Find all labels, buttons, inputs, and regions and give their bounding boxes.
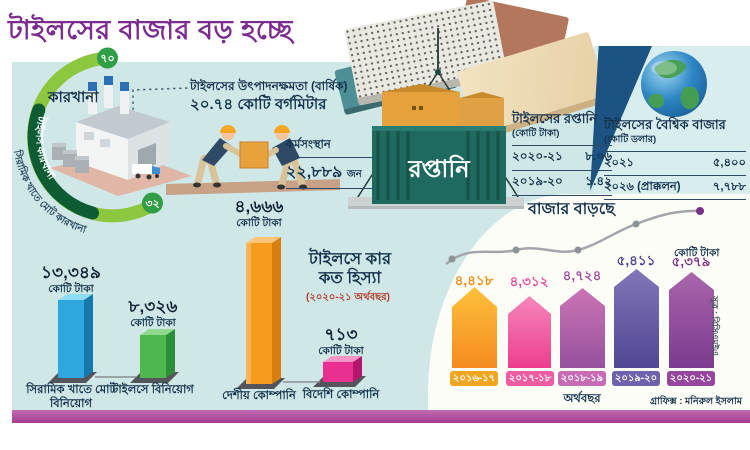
foreign-company-value-block: ৭১৩ কোটি টাকা (318, 325, 364, 357)
share-section-subtitle: (২০২০-২১ অর্থবছর) (305, 292, 391, 303)
capacity-value: ২০.৭৪ কোটি বর্গমিটার (190, 96, 327, 113)
capacity-title: টাইলসের উৎপাদনক্ষমতা (বার্ষিক) (190, 79, 348, 93)
export-row: ২০২০-২১ ৮.০৬ (512, 145, 612, 170)
credit-note: গ্রাফিক্স : মনিরুল ইসলাম (650, 396, 742, 407)
growth-year-pill: ২০১৬-১৭ (450, 371, 498, 386)
ceramic-investment-value-block: ১৩,৩৪৯ কোটি টাকা (41, 263, 101, 295)
global-market-title: টাইলসের বৈশ্বিক বাজার (604, 117, 726, 132)
export-table-title: টাইলসের রপ্তানি (512, 111, 597, 126)
tiles-investment-label: টাইলসে বিনিয়োগ (112, 384, 194, 396)
growth-year-pill: ২০১৯-২০ (612, 371, 660, 386)
growth-year-pill: ২০১৭-১৮ (506, 371, 554, 386)
ceramic-investment-label: সিরামিক খাতে মোট বিনিয়োগ (26, 384, 116, 411)
growth-value: ৪,৪১৮ (454, 273, 494, 288)
employment-label: কর্মসংস্থান (286, 136, 374, 158)
growth-x-axis-label: অর্থবছর (563, 393, 601, 405)
growth-value: ৪,৩১২ (509, 274, 549, 289)
foreign-company-label: বিদেশি কোম্পানি (302, 389, 380, 401)
growth-section-title: বাজার বাড়ছে (528, 201, 615, 218)
source-note: সূত্র : বিসিএমইএ (710, 296, 720, 357)
tiles-investment-value-block: ৮,৩২৬ কোটি টাকা (128, 297, 178, 329)
employment-value: ২২,৮৮৯ জন (286, 158, 374, 189)
export-table-unit: (কোটি টাকা) (512, 128, 560, 140)
share-section-title: টাইলসে কার কত হিস্যা (308, 250, 392, 287)
growth-value: ৫,৩৭৯ (671, 254, 711, 269)
global-market-row: ২০২১ ৫,৪০০ (604, 151, 746, 175)
export-row: ২০১৯-২০ ১.৪২ (512, 170, 612, 195)
export-table: টাইলসের রপ্তানি (কোটি টাকা) ২০২০-২১ ৮.০৬… (512, 111, 612, 197)
growth-value: ৪,৭২৪ (562, 268, 602, 283)
factory-section-label: কারখানা (48, 89, 99, 106)
employment-block: কর্মসংস্থান ২২,৮৮৯ জন (286, 136, 374, 189)
employment-unit: জন (346, 169, 362, 180)
global-market-table: টাইলসের বৈশ্বিক বাজার (কোটি ডলার) ২০২১ ৫… (604, 117, 746, 201)
bottom-accent-strip (12, 410, 750, 423)
growth-year-pill: ২০২০-২১ (667, 371, 715, 386)
local-company-label: দেশীয় কোম্পানি (222, 390, 296, 402)
global-market-row: ২০২৬ (প্রাক্কলন) ৭,৭৮৮ (604, 175, 746, 199)
page-title: টাইলসের বাজার বড় হচ্ছে (8, 15, 293, 45)
global-market-unit: (কোটি ডলার) (604, 134, 657, 146)
growth-year-pill: ২০১৮-১৯ (558, 371, 606, 386)
local-company-value-block: ৪,৬৬৬ কোটি টাকা (234, 197, 284, 229)
